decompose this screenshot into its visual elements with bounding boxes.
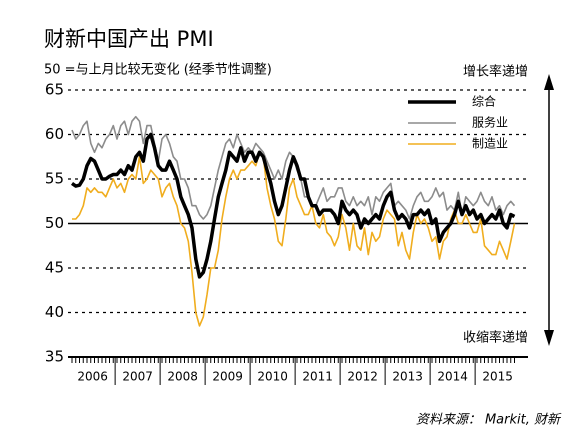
y-tick-label: 65 — [45, 81, 64, 99]
x-tick-label: 2008 — [167, 370, 198, 384]
annotation: 收缩率递增 — [463, 330, 528, 346]
x-tick-label: 2012 — [347, 370, 378, 384]
legend-label: 服务业 — [472, 115, 508, 130]
x-tick-label: 2013 — [392, 370, 423, 384]
arrow-down — [544, 330, 554, 346]
x-tick-label: 2006 — [77, 370, 108, 384]
series-line — [70, 132, 516, 279]
x-tick-label: 2011 — [302, 370, 333, 384]
chart-title: 财新中国产出 PMI — [44, 27, 214, 51]
source: 资料来源： Markit, 财新 — [416, 413, 562, 428]
y-tick-label: 45 — [45, 259, 64, 277]
x-tick-label: 2009 — [212, 370, 243, 384]
legend-label: 制造业 — [472, 137, 508, 151]
x-tick-label: 2010 — [257, 370, 288, 384]
legend-label: 综合 — [472, 94, 496, 109]
x-tick-label: 2015 — [482, 370, 513, 384]
annotation: 增长率递增 — [463, 64, 528, 80]
chart-subtitle: 50 =与上月比较无变化 (经季节性调整) — [44, 62, 272, 78]
arrow-up — [544, 74, 554, 90]
y-tick-label: 35 — [45, 348, 64, 366]
x-tick-label: 2014 — [437, 370, 468, 384]
y-tick-label: 55 — [45, 170, 64, 188]
y-tick-label: 40 — [45, 303, 64, 321]
x-tick-label: 2007 — [122, 370, 153, 384]
y-tick-label: 60 — [45, 125, 64, 143]
y-tick-label: 50 — [45, 214, 64, 232]
series-line — [72, 151, 516, 327]
